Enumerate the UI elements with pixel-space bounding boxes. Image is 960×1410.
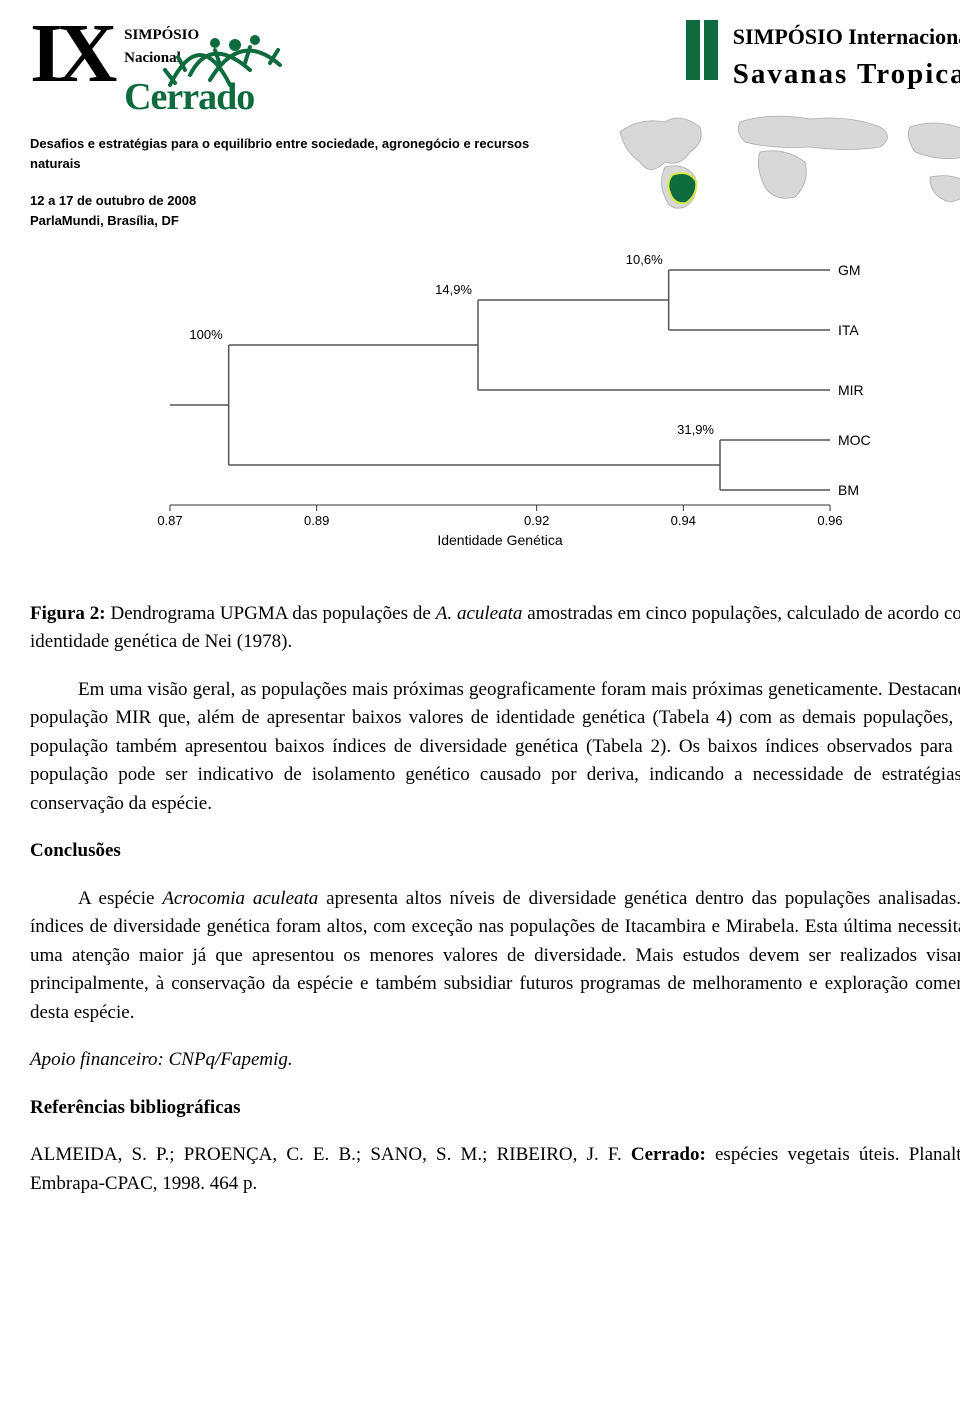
apoio: Apoio financeiro: CNPq/Fapemig.: [30, 1046, 960, 1075]
svg-text:31,9%: 31,9%: [677, 422, 714, 437]
para2-species: Acrocomia aculeata: [162, 888, 318, 909]
caption-species: A. aculeata: [436, 603, 523, 624]
svg-text:GM: GM: [838, 262, 861, 278]
svg-text:100%: 100%: [189, 327, 223, 342]
logo-date: 12 a 17 de outubro de 2008: [30, 191, 550, 211]
svg-text:0.92: 0.92: [524, 513, 549, 528]
dendrogram-figure: GM ITA MIR MOC BM 10,6% 14,9% 31,9% 100% 0.87 0.89…: [130, 240, 890, 570]
svg-text:0.96: 0.96: [817, 513, 842, 528]
svg-text:MIR: MIR: [838, 382, 864, 398]
page-header: IX SIMPÓSIO Nacional Cerrado Desafios e …: [30, 20, 960, 220]
svg-text:MOC: MOC: [838, 432, 871, 448]
paragraph-2: A espécie Acrocomia aculeata apresenta a…: [30, 885, 960, 1028]
ref1-b: Cerrado:: [631, 1144, 706, 1165]
logo-simposio-int: SIMPÓSIO Internacional: [733, 20, 960, 53]
world-map-icon: [590, 107, 960, 227]
logo-venue: ParlaMundi, Brasília, DF: [30, 211, 550, 231]
logo-right-block: SIMPÓSIO Internacional Savanas Tropicais: [590, 20, 960, 226]
section-references: Referências bibliográficas: [30, 1094, 960, 1123]
svg-text:BM: BM: [838, 482, 859, 498]
svg-text:Identidade Genética: Identidade Genética: [437, 532, 563, 548]
reference-1: ALMEIDA, S. P.; PROENÇA, C. E. B.; SANO,…: [30, 1141, 960, 1198]
tree-icon: [160, 15, 310, 100]
section-conclusoes: Conclusões: [30, 837, 960, 866]
logo-savanas: Savanas Tropicais: [733, 53, 960, 97]
logo-ii: [686, 20, 722, 90]
paragraph-1: Em uma visão geral, as populações mais p…: [30, 676, 960, 819]
dendrogram-svg: GM ITA MIR MOC BM 10,6% 14,9% 31,9% 100% 0.87 0.89…: [130, 240, 890, 560]
logo-desc: Desafios e estratégias para o equilíbrio…: [30, 134, 550, 173]
svg-text:0.89: 0.89: [304, 513, 329, 528]
svg-text:0.87: 0.87: [157, 513, 182, 528]
para2-a: A espécie: [78, 888, 162, 909]
logo-ix: IX: [30, 20, 111, 87]
logo-left-block: IX SIMPÓSIO Nacional Cerrado Desafios e …: [30, 20, 550, 230]
svg-text:14,9%: 14,9%: [435, 282, 472, 297]
figure-caption: Figura 2: Dendrograma UPGMA das populaçõ…: [30, 600, 960, 657]
caption-label: Figura 2:: [30, 603, 106, 624]
caption-text1: Dendrograma UPGMA das populações de: [106, 603, 436, 624]
svg-text:10,6%: 10,6%: [626, 252, 663, 267]
svg-text:ITA: ITA: [838, 322, 859, 338]
ref1-a: ALMEIDA, S. P.; PROENÇA, C. E. B.; SANO,…: [30, 1144, 631, 1165]
svg-text:0.94: 0.94: [671, 513, 696, 528]
